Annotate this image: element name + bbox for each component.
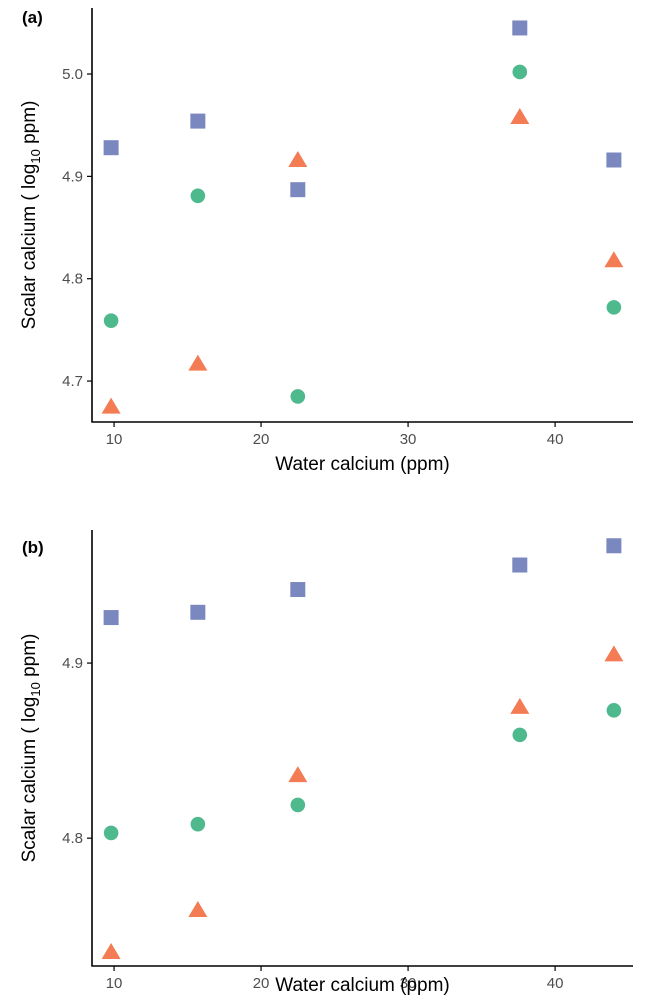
triangle-marker [188,900,208,917]
circle-marker [290,797,306,813]
circle-marker [103,825,119,841]
circle-marker [512,64,528,80]
triangle-marker [101,397,121,414]
triangle-marker [288,766,308,783]
panel-a: 10 20 30 40 4.7 4.8 4.9 5.0 Water calcium (ppm) S… [19,8,633,475]
y-tick-label: 4.7 [62,373,83,390]
circle-marker [290,389,306,404]
square-marker [290,582,306,598]
square-marker [103,610,119,626]
y-axis-title: Scalar calcium ( log10 ppm) [19,101,43,330]
triangle-marker [510,697,530,714]
x-tick-label: 30 [400,975,417,992]
y-tick-label: 4.9 [62,168,83,185]
y-tick-label: 4.9 [62,655,83,672]
square-marker [190,604,206,620]
square-marker [190,113,206,129]
square-marker [103,140,119,156]
circle-marker [606,300,622,315]
x-tick-label: 40 [547,975,564,992]
x-tick-label: 10 [106,431,123,448]
square-marker [512,557,528,573]
panel-label: (b) [22,538,44,557]
x-tick-label: 20 [253,975,270,992]
circle-marker [512,727,528,743]
x-tick-label: 20 [253,431,270,448]
square-marker [606,152,622,168]
circle-marker [190,188,206,204]
y-tick-label: 4.8 [62,271,83,288]
panel-b: 10 20 30 40 4.8 4.9 Water calcium (ppm) Scalar … [19,530,633,996]
triangle-marker [288,150,308,167]
circle-marker [606,703,622,718]
y-tick-label: 4.8 [62,830,83,847]
x-axis-title: Water calcium (ppm) [275,454,450,475]
y-axis-title: Scalar calcium ( log10 ppm) [19,634,43,863]
x-tick-label: 10 [106,975,123,992]
square-marker [606,538,622,554]
triangle-marker [604,251,624,268]
circle-marker [103,313,119,328]
triangle-marker [604,645,624,662]
triangle-marker [510,108,530,125]
triangle-marker [188,354,208,371]
panel-label: (a) [22,8,43,27]
y-tick-label: 5.0 [62,66,83,83]
circle-marker [190,816,206,832]
square-marker [290,182,306,198]
square-marker [512,20,528,36]
x-axis-title: Water calcium (ppm) [275,975,450,996]
x-tick-label: 40 [547,431,564,448]
triangle-marker [101,942,121,959]
x-tick-label: 30 [400,431,417,448]
